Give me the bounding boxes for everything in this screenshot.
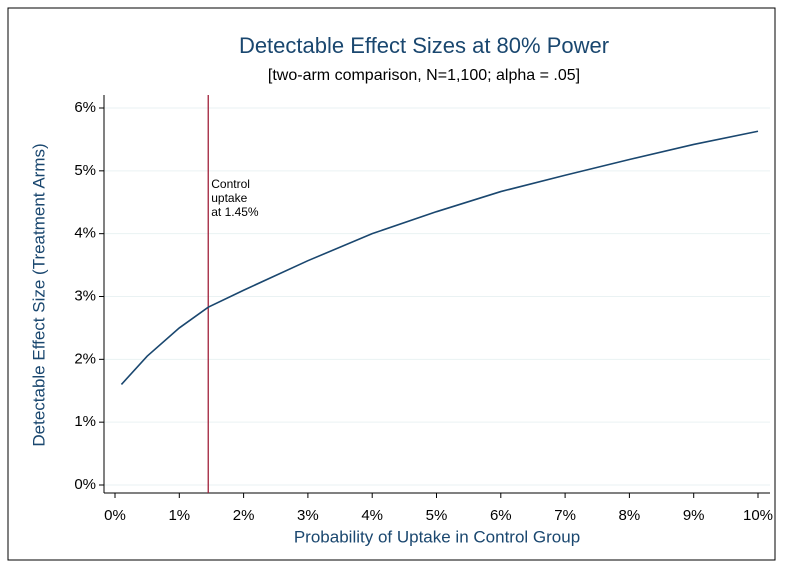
x-tick-label: 7% [554,507,576,524]
y-tick-label: 3% [74,287,96,304]
x-tick-label: 3% [297,507,319,524]
line [120,130,759,386]
y-tick-label: 2% [74,350,96,367]
y-tick-label: 5% [74,162,96,179]
x-tick-label: 2% [233,507,255,524]
frame [7,7,776,561]
x-tick-label: 9% [683,507,705,524]
y-tick-label: 1% [74,413,96,430]
x-tick-label: 4% [361,507,383,524]
x-tick-label: 8% [619,507,641,524]
x-tick-label: 6% [490,507,512,524]
annotation: uptake [211,191,247,205]
x-axis-label: Probability of Uptake in Control Group [294,527,580,546]
y-axis-label: Detectable Effect Size (Treatment Arms) [29,143,48,446]
chart-subtitle: [two-arm comparison, N=1,100; alpha = .0… [268,67,580,84]
x-tick-label: 0% [104,507,126,524]
annotation: at 1.45% [211,205,259,219]
x-tick-label: 10% [743,507,773,524]
y-tick-label: 0% [74,476,96,493]
annotation: Control [211,177,250,191]
chart-title: Detectable Effect Sizes at 80% Power [239,33,609,58]
y-tick-label: 6% [74,99,96,116]
y-tick-label: 4% [74,225,96,242]
x-tick-label: 1% [168,507,190,524]
x-tick-label: 5% [426,507,448,524]
